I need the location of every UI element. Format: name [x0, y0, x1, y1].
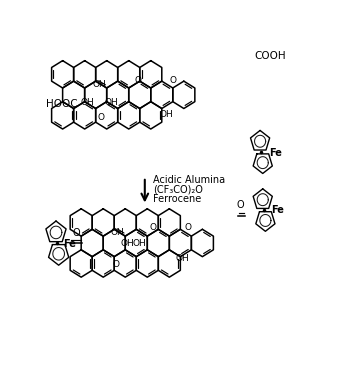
Text: O: O — [112, 260, 119, 269]
Text: O: O — [97, 113, 105, 122]
Text: HOOC: HOOC — [46, 99, 78, 109]
Text: OH: OH — [80, 98, 94, 107]
Text: Fe: Fe — [269, 148, 282, 158]
Text: Fe: Fe — [271, 205, 284, 215]
Text: O: O — [72, 228, 80, 238]
Text: OH: OH — [160, 110, 174, 119]
Text: OH: OH — [121, 239, 134, 248]
Text: O: O — [134, 76, 141, 85]
Text: OH: OH — [93, 80, 107, 90]
Text: Ferrocene: Ferrocene — [153, 194, 201, 204]
Text: O: O — [184, 223, 192, 232]
Text: OH: OH — [110, 228, 124, 237]
Text: COOH: COOH — [255, 51, 286, 61]
Text: Acidic Alumina: Acidic Alumina — [153, 175, 225, 185]
Text: Fe: Fe — [63, 239, 76, 249]
Text: O: O — [237, 200, 245, 210]
Text: OH: OH — [133, 239, 146, 248]
Text: O: O — [149, 223, 156, 232]
Text: (CF₃CO)₂O: (CF₃CO)₂O — [153, 184, 202, 194]
Text: O: O — [170, 76, 177, 85]
Text: OH: OH — [176, 254, 189, 263]
Text: OH: OH — [104, 98, 118, 107]
